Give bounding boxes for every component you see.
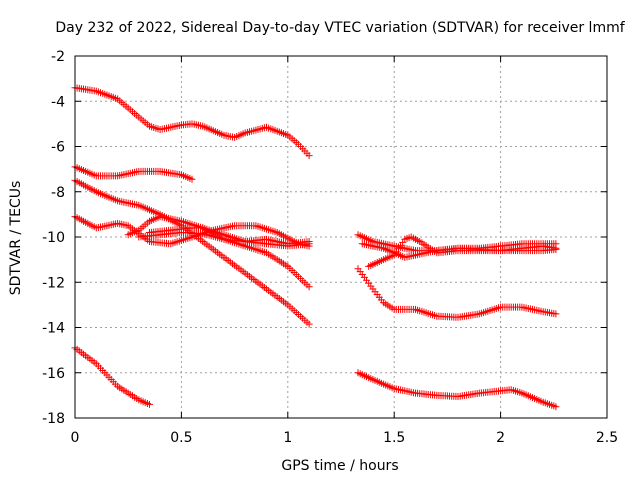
x-tick-label: 0 <box>71 430 80 446</box>
series-points <box>354 265 560 321</box>
x-tick-label: 2 <box>496 430 505 446</box>
series-s13 <box>354 369 560 411</box>
y-tick-label: -8 <box>51 185 65 201</box>
series-points <box>146 224 313 250</box>
y-tick-label: -16 <box>42 366 65 382</box>
x-tick-label: 1 <box>283 430 292 446</box>
x-tick-label: 0.5 <box>170 430 192 446</box>
y-tick-label: -18 <box>42 411 65 427</box>
x-tick-label: 1.5 <box>383 430 405 446</box>
x-axis-label: GPS time / hours <box>281 458 398 474</box>
y-tick-label: -14 <box>42 321 65 337</box>
chart-title: Day 232 of 2022, Sidereal Day-to-day VTE… <box>55 20 625 36</box>
y-tick-label: -4 <box>51 94 65 110</box>
series-s12 <box>354 265 560 321</box>
series-points <box>354 369 560 411</box>
y-axis-label: SDTVAR / TECUs <box>8 181 24 296</box>
series-s7 <box>146 224 313 250</box>
series-points <box>365 233 560 270</box>
y-tick-label: -10 <box>42 230 65 246</box>
y-tick-label: -6 <box>51 140 65 156</box>
y-tick-label: -12 <box>42 275 65 291</box>
y-tick-label: -2 <box>51 49 65 65</box>
grid <box>75 56 607 418</box>
axis-ticks: 0 0.5 1 1.5 2 2.5 -18 -16 -14 -12 -10 -8 -6 -4 -2 <box>42 49 618 446</box>
series-s11 <box>365 233 560 270</box>
x-tick-label: 2.5 <box>596 430 618 446</box>
